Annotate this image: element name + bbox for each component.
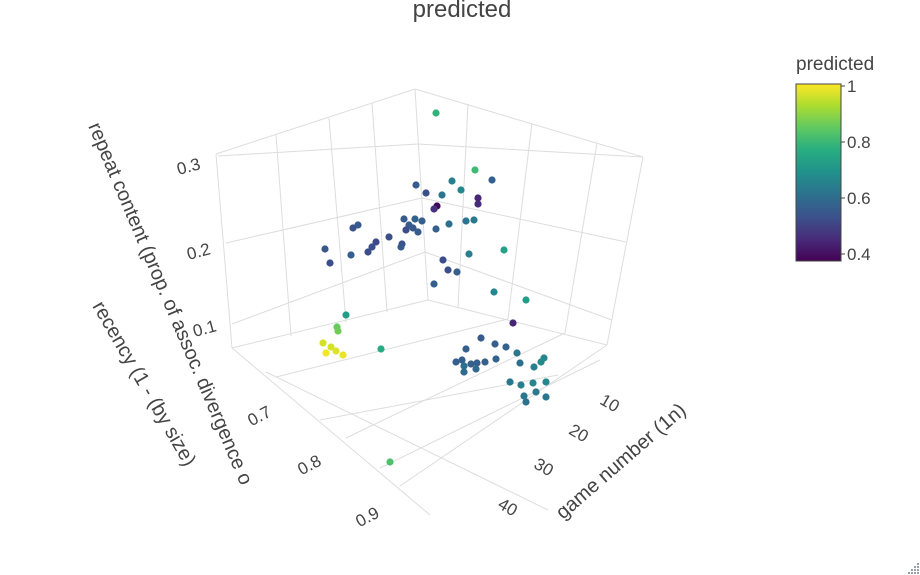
x-tick-label: 20 (566, 420, 592, 446)
z-tick-label: 0.3 (175, 154, 203, 178)
data-point[interactable] (347, 251, 355, 259)
colorbar-gradient (795, 83, 842, 262)
data-point[interactable] (474, 200, 482, 208)
data-point[interactable] (542, 378, 550, 386)
data-point[interactable] (467, 360, 475, 368)
resize-grip-icon[interactable] (906, 561, 920, 575)
data-point[interactable] (477, 334, 485, 342)
data-point[interactable] (465, 250, 473, 258)
data-point[interactable] (522, 398, 530, 406)
data-point[interactable] (471, 166, 479, 174)
data-point[interactable] (488, 176, 496, 184)
data-point[interactable] (430, 280, 438, 288)
data-point[interactable] (418, 217, 426, 225)
data-point[interactable] (400, 215, 408, 223)
data-point[interactable] (474, 194, 482, 202)
data-point[interactable] (445, 220, 453, 228)
data-point[interactable] (542, 393, 550, 401)
data-point[interactable] (439, 256, 447, 264)
data-point[interactable] (339, 351, 347, 359)
colorbar-tick-label: 0.4 (847, 245, 871, 264)
data-point[interactable] (332, 347, 340, 355)
data-point[interactable] (472, 365, 480, 373)
data-point[interactable] (453, 268, 461, 276)
data-point[interactable] (460, 362, 468, 370)
x-tick-label: 30 (531, 454, 557, 480)
y-axis-ticks: 0.7 0.8 0.9 (245, 402, 383, 531)
data-point[interactable] (448, 177, 456, 185)
data-point[interactable] (500, 246, 508, 254)
data-point[interactable] (409, 224, 417, 232)
data-point[interactable] (460, 368, 468, 376)
data-point[interactable] (444, 266, 452, 274)
data-point[interactable] (462, 345, 470, 353)
data-point[interactable] (530, 363, 538, 371)
data-point[interactable] (502, 343, 510, 351)
y-tick-label: 0.9 (353, 503, 383, 531)
data-point[interactable] (462, 217, 470, 225)
data-point[interactable] (470, 216, 478, 224)
data-point[interactable] (414, 228, 422, 236)
data-point[interactable] (319, 339, 327, 347)
data-point[interactable] (432, 225, 440, 233)
data-point[interactable] (517, 381, 525, 389)
colorbar-title: predicted (796, 54, 874, 75)
data-point[interactable] (537, 358, 545, 366)
data-point[interactable] (349, 224, 357, 232)
data-point[interactable] (321, 245, 329, 253)
chart-title: predicted (413, 0, 512, 23)
data-point[interactable] (397, 243, 405, 251)
data-point[interactable] (513, 349, 521, 357)
data-points (319, 109, 550, 466)
grid-lines (215, 88, 644, 516)
data-point[interactable] (342, 311, 350, 319)
data-point[interactable] (481, 358, 489, 366)
colorbar-tick-label: 0.8 (847, 133, 871, 152)
data-point[interactable] (412, 181, 420, 189)
data-point[interactable] (432, 109, 440, 117)
data-point[interactable] (386, 458, 394, 466)
colorbar-tick-label: 1 (847, 77, 856, 96)
data-point[interactable] (422, 189, 430, 197)
y-tick-label: 0.7 (245, 402, 275, 430)
colorbar-tick-label: 0.6 (847, 189, 871, 208)
data-point[interactable] (411, 215, 419, 223)
data-point[interactable] (529, 379, 537, 387)
x-axis-label: game number (1n) (552, 399, 691, 524)
data-point[interactable] (473, 359, 481, 367)
x-tick-label: 10 (597, 390, 623, 416)
data-point[interactable] (522, 296, 530, 304)
data-point[interactable] (327, 343, 335, 351)
data-point[interactable] (322, 349, 330, 357)
data-point[interactable] (326, 259, 334, 267)
data-point[interactable] (490, 288, 498, 296)
colorbar: predicted 1 0.8 0.6 0.4 (795, 54, 874, 264)
data-point[interactable] (364, 248, 372, 256)
data-point[interactable] (334, 327, 342, 335)
z-tick-label: 0.2 (185, 239, 213, 263)
data-point[interactable] (506, 378, 514, 386)
data-point[interactable] (458, 356, 466, 364)
data-point[interactable] (438, 191, 446, 199)
data-point[interactable] (516, 359, 524, 367)
data-point[interactable] (430, 205, 438, 213)
data-point[interactable] (385, 233, 393, 241)
data-point[interactable] (377, 345, 385, 353)
data-point[interactable] (372, 238, 380, 246)
data-point[interactable] (532, 388, 540, 396)
data-point[interactable] (491, 340, 499, 348)
y-tick-label: 0.8 (295, 451, 325, 479)
x-tick-label: 40 (495, 494, 521, 520)
data-point[interactable] (368, 243, 376, 251)
data-point[interactable] (457, 186, 465, 194)
data-point[interactable] (509, 319, 517, 327)
data-point[interactable] (402, 226, 410, 234)
data-point[interactable] (492, 355, 500, 363)
data-point[interactable] (520, 392, 528, 400)
data-point[interactable] (452, 358, 460, 366)
